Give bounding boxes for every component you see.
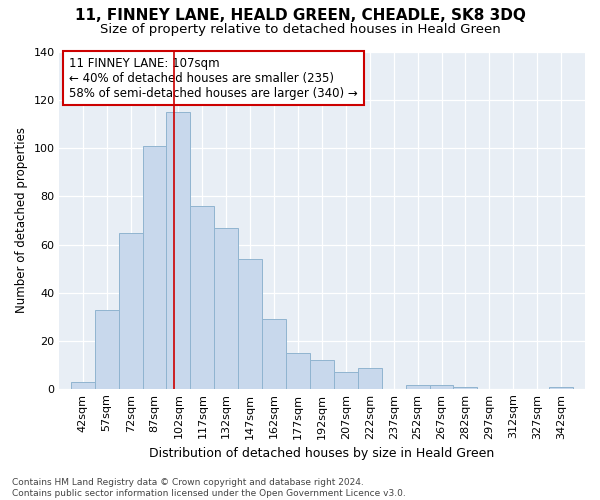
- Bar: [358, 368, 382, 390]
- Bar: [430, 384, 454, 390]
- Bar: [310, 360, 334, 390]
- Bar: [71, 382, 95, 390]
- Bar: [119, 232, 143, 390]
- Bar: [549, 387, 573, 390]
- Bar: [238, 259, 262, 390]
- X-axis label: Distribution of detached houses by size in Heald Green: Distribution of detached houses by size …: [149, 447, 494, 460]
- Text: Size of property relative to detached houses in Heald Green: Size of property relative to detached ho…: [100, 22, 500, 36]
- Bar: [214, 228, 238, 390]
- Bar: [95, 310, 119, 390]
- Bar: [166, 112, 190, 390]
- Text: 11 FINNEY LANE: 107sqm
← 40% of detached houses are smaller (235)
58% of semi-de: 11 FINNEY LANE: 107sqm ← 40% of detached…: [70, 56, 358, 100]
- Bar: [286, 353, 310, 390]
- Bar: [334, 372, 358, 390]
- Bar: [143, 146, 166, 390]
- Bar: [406, 384, 430, 390]
- Y-axis label: Number of detached properties: Number of detached properties: [15, 128, 28, 314]
- Bar: [262, 320, 286, 390]
- Text: 11, FINNEY LANE, HEALD GREEN, CHEADLE, SK8 3DQ: 11, FINNEY LANE, HEALD GREEN, CHEADLE, S…: [74, 8, 526, 22]
- Bar: [190, 206, 214, 390]
- Text: Contains HM Land Registry data © Crown copyright and database right 2024.
Contai: Contains HM Land Registry data © Crown c…: [12, 478, 406, 498]
- Bar: [454, 387, 478, 390]
